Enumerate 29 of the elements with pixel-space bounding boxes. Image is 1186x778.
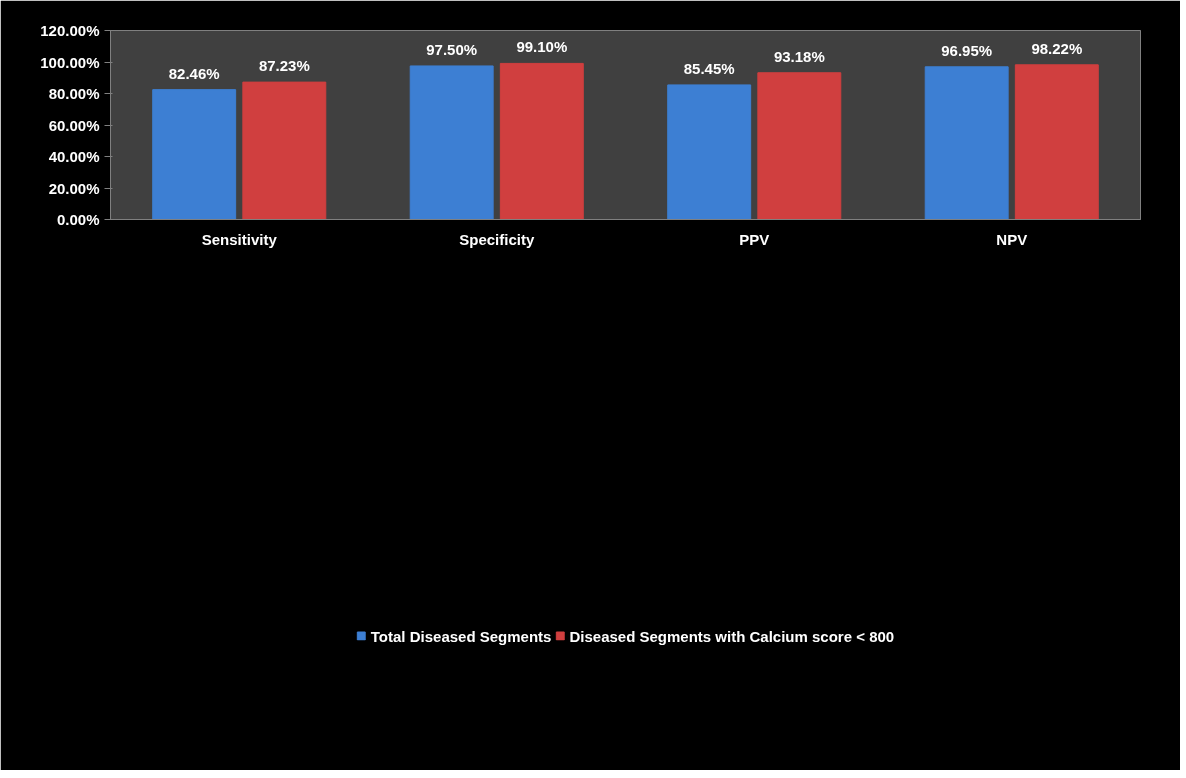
bar	[1014, 64, 1099, 220]
data-label: 96.95%	[941, 41, 993, 59]
bar	[152, 89, 237, 220]
y-tick-label: 100.00%	[40, 53, 100, 71]
data-label: 87.23%	[258, 57, 310, 75]
y-tick-label: 60.00%	[48, 116, 100, 134]
bar	[499, 62, 584, 220]
x-tick-label: Sensitivity	[201, 230, 278, 248]
data-label: 98.22%	[1031, 39, 1083, 57]
y-tick-label: 0.00%	[56, 211, 100, 228]
data-label: 85.45%	[683, 59, 735, 77]
data-label: 97.50%	[426, 40, 478, 58]
data-label: 82.46%	[168, 64, 220, 82]
legend-label: Total Diseased Segments	[370, 627, 552, 645]
data-label: 99.10%	[516, 38, 568, 56]
bar	[757, 72, 842, 220]
data-label: 93.18%	[773, 47, 825, 65]
y-tick-label: 20.00%	[48, 179, 100, 197]
bar	[667, 84, 752, 220]
x-tick-label: NPV	[996, 230, 1028, 248]
bar	[409, 65, 494, 220]
bar	[242, 81, 327, 220]
x-tick-label: Specificity	[459, 230, 535, 248]
bar	[924, 66, 1009, 220]
y-tick-label: 120.00%	[40, 22, 100, 39]
x-tick-label: PPV	[739, 230, 770, 248]
y-tick-label: 40.00%	[48, 148, 100, 165]
y-tick-label: 80.00%	[48, 85, 100, 102]
legend-label: Diseased Segments with Calcium score < 800	[569, 627, 895, 645]
